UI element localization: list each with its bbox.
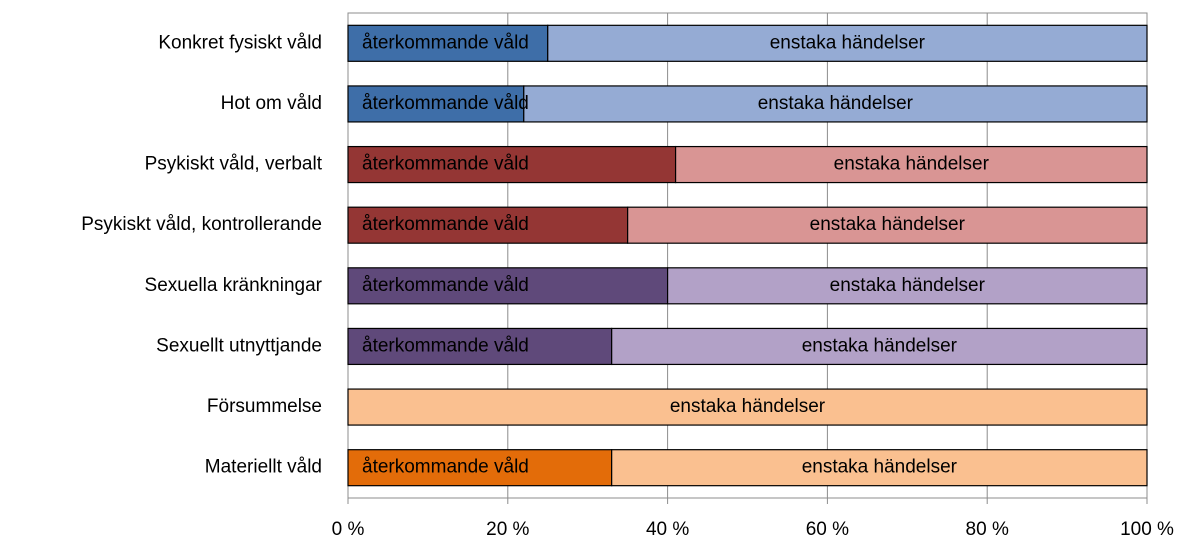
x-tick-label: 0 % — [332, 519, 365, 540]
bar-segment — [347, 24, 549, 62]
bar-segment — [347, 388, 1148, 426]
y-tick-label: Psykiskt våld, kontrollerande — [81, 214, 322, 235]
data-label: återkommande våld — [362, 214, 529, 235]
bar-segment — [611, 449, 1148, 487]
x-tick-label: 40 % — [646, 519, 689, 540]
data-label: enstaka händelser — [758, 93, 914, 114]
bar-segment — [627, 206, 1148, 244]
y-tick-label: Försummelse — [207, 396, 322, 417]
data-label: enstaka händelser — [834, 154, 990, 175]
y-tick-label: Psykiskt våld, verbalt — [145, 154, 323, 175]
data-label: enstaka händelser — [670, 396, 826, 417]
bar-segment — [347, 85, 525, 123]
y-tick-label: Sexuella kränkningar — [145, 275, 323, 296]
data-label: enstaka händelser — [810, 214, 966, 235]
x-tick-label: 20 % — [486, 519, 529, 540]
plot-border — [347, 12, 1148, 499]
bar-segment — [674, 145, 1148, 184]
data-label: enstaka händelser — [770, 32, 926, 53]
data-label: återkommande våld — [362, 457, 529, 478]
y-tick-label: Hot om våld — [221, 93, 322, 114]
data-label: återkommande våld — [362, 93, 529, 114]
x-tick-label: 100 % — [1120, 519, 1174, 540]
data-label: återkommande våld — [362, 275, 529, 296]
x-tick-label: 60 % — [806, 519, 849, 540]
data-label: enstaka händelser — [802, 335, 958, 356]
y-tick-label: Materiellt våld — [205, 457, 322, 478]
data-label: återkommande våld — [362, 154, 529, 175]
bar-segment — [666, 267, 1148, 305]
bar-segment — [347, 145, 677, 184]
y-tick-label: Konkret fysiskt våld — [158, 32, 322, 53]
data-label: återkommande våld — [362, 335, 529, 356]
bar-segment — [547, 24, 1148, 62]
bar-segment — [347, 449, 613, 487]
bar-segment — [611, 327, 1148, 366]
x-tick-label: 80 % — [966, 519, 1009, 540]
bar-segment — [347, 267, 669, 305]
data-label: enstaka händelser — [802, 457, 958, 478]
data-label: enstaka händelser — [830, 275, 986, 296]
bar-segment — [347, 206, 629, 244]
bar-segment — [523, 85, 1148, 123]
data-label: återkommande våld — [362, 32, 529, 53]
y-tick-label: Sexuellt utnyttjande — [156, 335, 322, 356]
